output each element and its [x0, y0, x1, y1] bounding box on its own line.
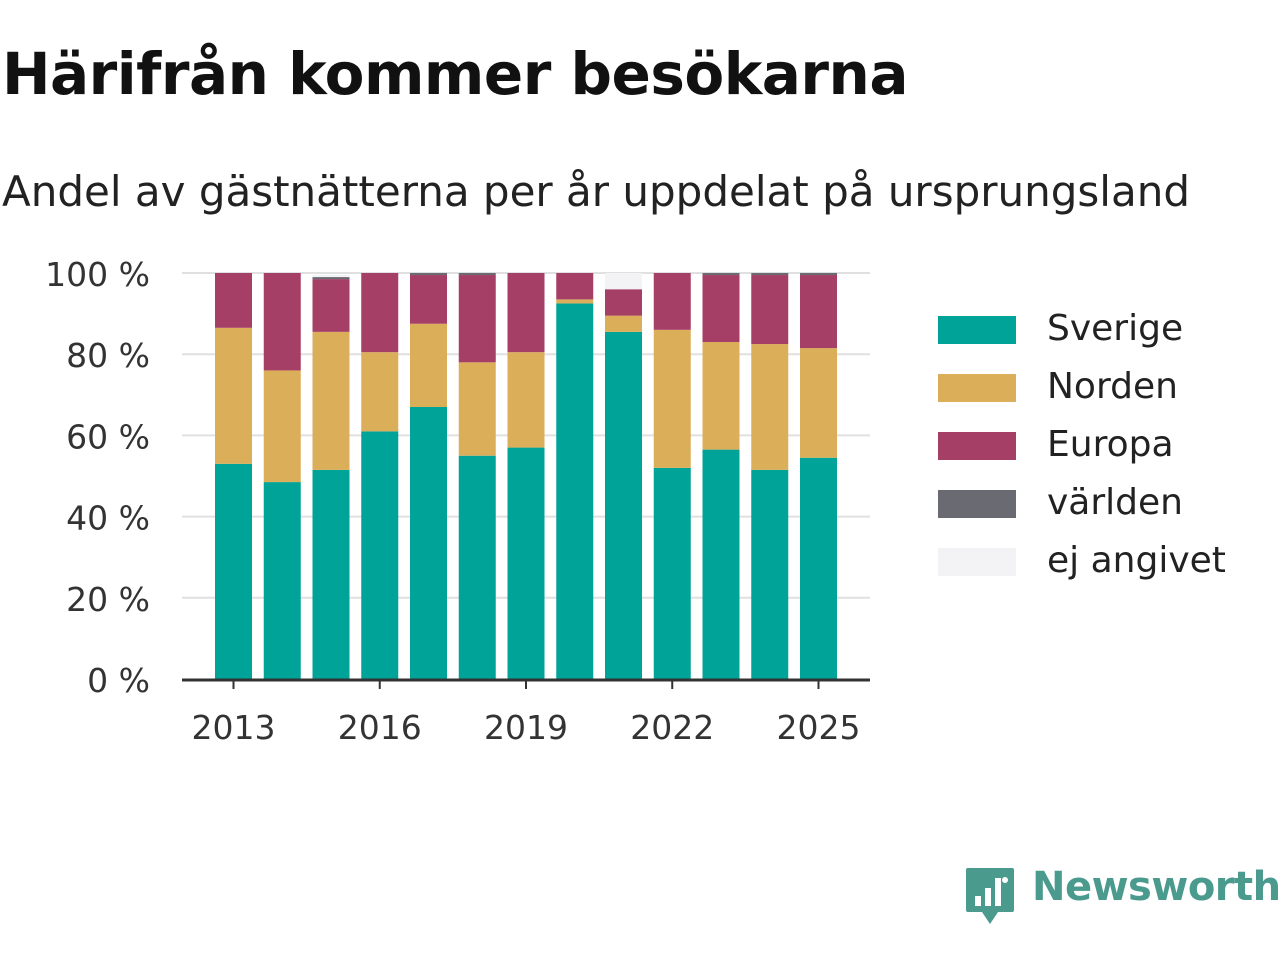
bar-Sverige-2022 — [653, 467, 691, 679]
legend-item: världen — [938, 482, 1258, 540]
y-tick-label: 40 % — [66, 499, 150, 538]
bar-Europa-2021 — [605, 289, 642, 316]
bar-Norden-2013 — [215, 327, 252, 464]
legend: Sverige Norden Europa världen ej angivet — [938, 308, 1258, 598]
bar-Europa-2014 — [263, 273, 301, 371]
bar-Sverige-2018 — [458, 455, 496, 679]
axes: 0 % 20 % 40 % 60 % 80 % 100 % 2013 2016 2019 2022… — [45, 255, 870, 747]
brand-name: Newsworthy — [1032, 864, 1280, 910]
bar-Norden-2014 — [263, 370, 301, 483]
legend-label: Europa — [1047, 424, 1174, 465]
x-tick-label: 2016 — [338, 708, 422, 747]
bar-Sverige-2020 — [556, 303, 594, 679]
legend-swatch — [938, 316, 1016, 344]
chart-title: Härifrån kommer besökarna — [2, 40, 908, 108]
y-tick-label: 0 % — [87, 661, 150, 700]
bar-Europa-2023 — [702, 275, 740, 343]
bar-Norden-2022 — [653, 329, 691, 468]
legend-label: Norden — [1047, 366, 1178, 407]
bar-Sverige-2017 — [410, 406, 447, 679]
bar-Europa-2018 — [458, 275, 496, 363]
bar-Norden-2020 — [556, 299, 594, 304]
legend-item: ej angivet — [938, 540, 1258, 598]
bar-världen-2025 — [800, 273, 837, 276]
bar-Norden-2016 — [361, 352, 399, 432]
bar-Europa-2013 — [215, 273, 252, 328]
legend-swatch — [938, 490, 1016, 518]
x-tick-label: 2019 — [484, 708, 568, 747]
x-tick-label: 2013 — [192, 708, 276, 747]
y-tick-label: 60 % — [66, 417, 150, 456]
chart-subtitle: Andel av gästnätterna per år uppdelat på… — [2, 167, 1190, 216]
bars — [215, 273, 837, 679]
bar-Sverige-2013 — [215, 463, 252, 679]
bar-ej-angivet-2015 — [312, 275, 350, 278]
legend-label: ej angivet — [1047, 540, 1226, 581]
bar-Europa-2024 — [751, 275, 789, 345]
bar-Sverige-2016 — [361, 431, 399, 679]
bar-Sverige-2015 — [312, 469, 350, 679]
bar-världen-2023 — [702, 273, 740, 276]
bar-Europa-2016 — [361, 273, 399, 353]
y-tick-label: 20 % — [66, 580, 150, 619]
x-tick-label: 2022 — [630, 708, 714, 747]
bar-ej-angivet-2021 — [605, 273, 642, 290]
bar-Norden-2025 — [800, 348, 837, 458]
bar-Norden-2024 — [751, 344, 789, 470]
legend-item: Europa — [938, 424, 1258, 482]
legend-swatch — [938, 374, 1016, 402]
bar-Sverige-2025 — [800, 457, 837, 679]
y-tick-label: 80 % — [66, 336, 150, 375]
bar-Sverige-2014 — [263, 482, 301, 679]
brand-logo: Newsworthy — [964, 864, 1280, 928]
bar-världen-2018 — [458, 273, 496, 276]
bar-Sverige-2024 — [751, 469, 789, 679]
bar-Sverige-2019 — [507, 447, 545, 679]
bar-Sverige-2023 — [702, 449, 740, 679]
y-tick-label: 100 % — [45, 255, 150, 294]
bar-Norden-2015 — [312, 331, 350, 470]
bar-Europa-2020 — [556, 273, 594, 300]
bar-Sverige-2021 — [605, 331, 642, 679]
bar-Norden-2019 — [507, 352, 545, 448]
bar-Europa-2019 — [507, 273, 545, 353]
bar-Norden-2021 — [605, 315, 642, 332]
bar-Norden-2018 — [458, 362, 496, 456]
legend-swatch — [938, 432, 1016, 460]
bar-Europa-2022 — [653, 273, 691, 330]
legend-item: Sverige — [938, 308, 1258, 366]
bar-världen-2015 — [312, 277, 350, 280]
bar-Norden-2017 — [410, 323, 447, 407]
bar-Europa-2025 — [800, 275, 837, 349]
legend-item: Norden — [938, 366, 1258, 424]
bar-Norden-2023 — [702, 342, 740, 450]
legend-label: Sverige — [1047, 308, 1184, 349]
bar-Europa-2015 — [312, 279, 350, 332]
legend-label: världen — [1047, 482, 1183, 523]
bar-Europa-2017 — [410, 275, 447, 324]
bar-världen-2017 — [410, 273, 447, 276]
stacked-bar-chart: 0 % 20 % 40 % 60 % 80 % 100 % 2013 2016 2019 2022… — [45, 255, 870, 747]
newsworthy-logo-icon — [966, 868, 1014, 924]
x-tick-label: 2025 — [777, 708, 861, 747]
legend-swatch — [938, 548, 1016, 576]
bar-världen-2024 — [751, 273, 789, 276]
